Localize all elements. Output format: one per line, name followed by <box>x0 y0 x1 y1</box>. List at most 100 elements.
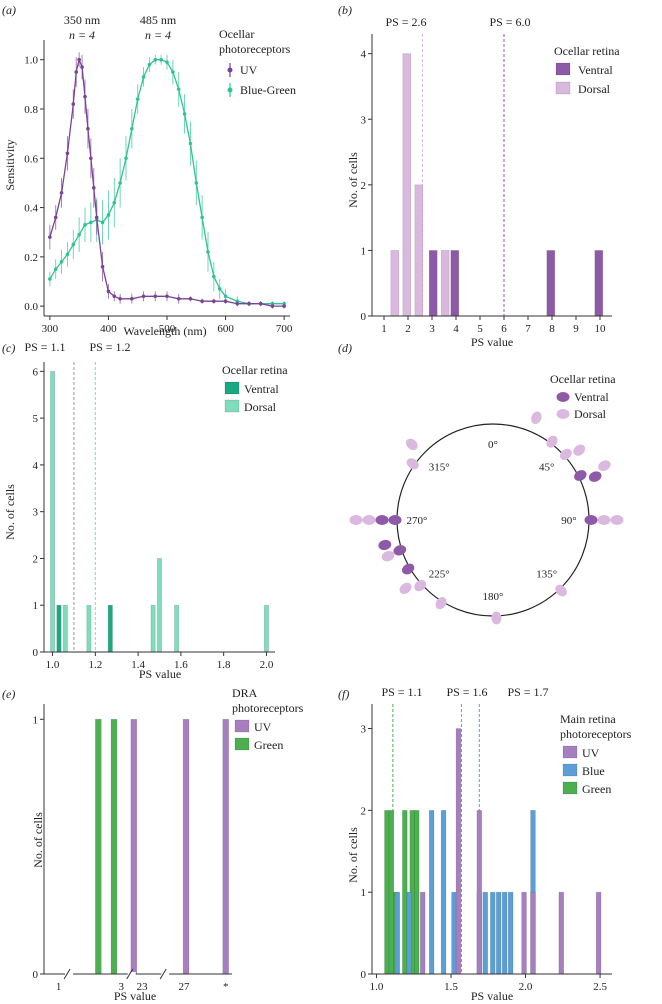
peak-label-bg-nm: 485 nm <box>140 13 177 27</box>
data-point-uv <box>59 190 64 195</box>
polar-point-dorsal <box>491 611 502 625</box>
bar-f-uv <box>419 891 426 975</box>
data-point-blue-green <box>124 156 128 161</box>
legend-c-dorsal-swatch <box>224 399 240 413</box>
data-point-blue-green <box>77 232 81 237</box>
bar-e-uv <box>130 718 138 975</box>
bar-b-dorsal <box>440 250 450 317</box>
xlabel-e: PS value <box>114 989 156 1003</box>
polar-point-dorsal <box>555 584 567 597</box>
legend-e-green-swatch <box>234 737 250 751</box>
legend-a-bg-label: Blue-Green <box>240 83 296 97</box>
y-tick-label-f: 0 <box>361 969 367 981</box>
x-tick-label-c: 1.0 <box>46 659 60 671</box>
x-tick-label-b: 5 <box>477 323 483 335</box>
x-tick-label-c: 1.8 <box>217 659 231 671</box>
legend-b-dorsal-swatch <box>555 81 571 95</box>
y-tick-label-c: 6 <box>33 366 39 378</box>
data-point-blue-green <box>217 287 222 291</box>
data-point-blue-green <box>188 141 193 146</box>
polar-point-dorsal <box>546 435 558 448</box>
x-tick-label-a: 500 <box>159 323 176 335</box>
legend-f-blue-label: Blue <box>582 764 605 778</box>
data-point-uv <box>235 301 240 306</box>
legend-d-title: Ocellar retina <box>550 372 616 386</box>
x-tick-label-c: 2.0 <box>260 659 274 671</box>
data-point-uv <box>258 301 263 306</box>
bar-c-dorsal <box>157 558 162 653</box>
axis-break-mark <box>126 968 134 980</box>
data-point-uv <box>118 296 122 301</box>
guide-f-label-3: PS = 1.7 <box>507 685 548 699</box>
data-point-blue-green <box>200 215 204 220</box>
data-point-uv <box>223 299 228 304</box>
legend-d-ventral-label: Ventral <box>574 390 609 404</box>
bar-f-blue <box>406 891 412 975</box>
polar-point-dorsal <box>362 515 376 525</box>
legend-c-ventral-swatch <box>224 381 240 395</box>
legend-e-title-2: photoreceptors <box>232 701 304 715</box>
angle-label: 180° <box>483 591 504 603</box>
data-point-uv <box>48 235 52 239</box>
legend-f-uv-swatch <box>562 745 578 759</box>
bar-f-uv <box>530 891 536 975</box>
bar-c-ventral <box>56 604 62 653</box>
y-tick-label-a: 0.4 <box>24 203 38 215</box>
bar-f-green <box>384 810 390 975</box>
data-point-blue-green <box>135 97 140 101</box>
panel-label-f: (f) <box>338 687 349 701</box>
y-tick-label-a: 0.6 <box>24 153 38 165</box>
x-tick-label-c: 1.2 <box>88 659 102 671</box>
panel-label-d: (d) <box>338 341 352 355</box>
polar-point-dorsal <box>573 444 586 456</box>
y-tick-label-a: 0.8 <box>24 104 38 116</box>
bar-f-blue <box>482 891 488 975</box>
data-point-blue-green <box>223 294 228 299</box>
y-tick-label-a: 1.0 <box>24 55 38 67</box>
angle-label: 0° <box>488 439 498 451</box>
legend-f-blue-swatch <box>562 763 578 777</box>
bar-f-blue <box>451 891 457 975</box>
bar-b-ventral <box>594 250 604 317</box>
y-tick-label-c: 5 <box>33 413 39 425</box>
polar-point-ventral <box>388 515 402 525</box>
data-point-uv <box>86 126 90 131</box>
polar-point-ventral <box>584 515 598 525</box>
legend-f-title-2: photoreceptors <box>560 727 632 741</box>
bar-f-blue <box>428 810 435 975</box>
x-tick-label-a: 700 <box>276 323 293 335</box>
x-tick-label-e: 23 <box>137 981 149 993</box>
x-tick-label-e: 27 <box>178 981 190 993</box>
y-tick-label-e: 0 <box>33 969 39 981</box>
polar-point-dorsal <box>399 582 412 594</box>
angle-label: 225° <box>429 569 450 581</box>
legend-b-dorsal-label: Dorsal <box>578 82 611 96</box>
axis-break-mark <box>159 968 167 980</box>
data-point-uv <box>77 57 81 62</box>
data-point-blue-green <box>182 112 187 116</box>
legend-a-title-2: photoreceptors <box>219 42 291 56</box>
data-point-blue-green <box>53 267 58 271</box>
legend-c-ventral-label: Ventral <box>244 382 279 396</box>
data-point-uv <box>112 294 117 299</box>
data-point-blue-green <box>165 60 169 64</box>
polar-point-ventral <box>574 470 587 481</box>
bar-b-ventral <box>428 250 438 317</box>
ylabel-c: No. of cells <box>3 484 17 540</box>
x-tick-label-b: 2 <box>405 323 411 335</box>
x-tick-label-b: 6 <box>501 323 507 335</box>
panel-label-a: (a) <box>2 3 16 17</box>
bar-b-ventral <box>450 250 460 317</box>
angle-label: 135° <box>536 569 557 581</box>
peak-label-uv-n: n = 4 <box>69 28 95 42</box>
data-point-blue-green <box>147 62 152 67</box>
data-point-uv <box>74 70 79 74</box>
bar-b-ventral <box>546 250 556 317</box>
data-point-blue-green <box>118 181 122 185</box>
data-point-uv <box>83 94 87 99</box>
legend-d-dorsal-label: Dorsal <box>574 407 607 421</box>
y-tick-label-b: 1 <box>361 245 367 257</box>
legend-a-uv-label: UV <box>240 63 258 77</box>
data-point-uv <box>200 299 204 304</box>
